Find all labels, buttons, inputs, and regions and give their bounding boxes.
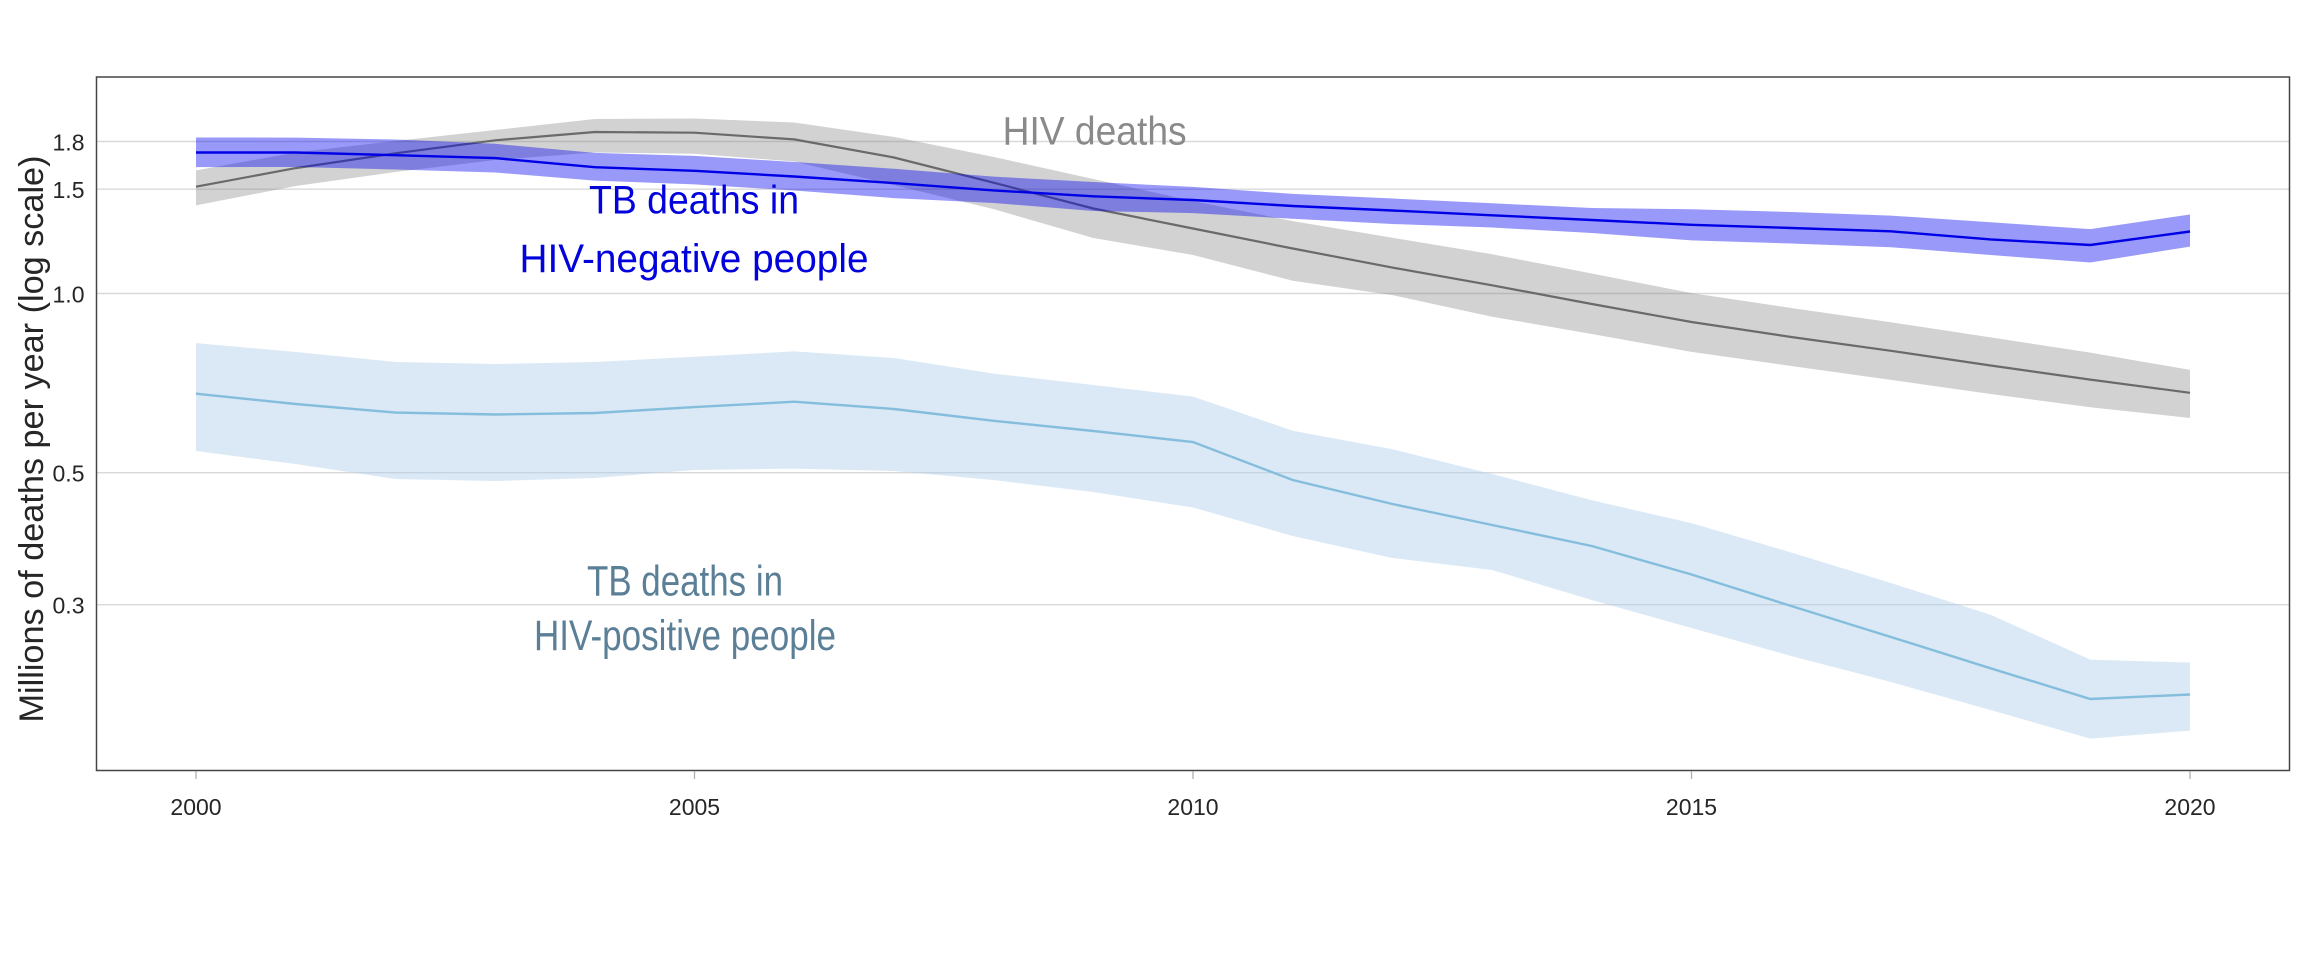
svg-text:1.0: 1.0 bbox=[53, 282, 85, 308]
svg-text:Millions of deaths per year (l: Millions of deaths per year (log scale) bbox=[13, 156, 51, 723]
svg-text:HIV-negative people: HIV-negative people bbox=[520, 237, 869, 281]
svg-text:0.3: 0.3 bbox=[53, 593, 85, 619]
svg-text:2000: 2000 bbox=[170, 794, 221, 820]
svg-text:2015: 2015 bbox=[1666, 794, 1717, 820]
svg-text:TB deaths in: TB deaths in bbox=[587, 558, 783, 605]
svg-text:0.5: 0.5 bbox=[53, 461, 85, 487]
svg-text:TB deaths in: TB deaths in bbox=[589, 179, 799, 223]
svg-text:HIV deaths: HIV deaths bbox=[1003, 110, 1187, 154]
svg-text:1.5: 1.5 bbox=[53, 177, 85, 203]
svg-text:1.8: 1.8 bbox=[53, 130, 85, 156]
svg-text:HIV-positive people: HIV-positive people bbox=[534, 613, 836, 660]
svg-text:2010: 2010 bbox=[1167, 794, 1218, 820]
svg-text:2020: 2020 bbox=[2164, 794, 2215, 820]
svg-text:2005: 2005 bbox=[669, 794, 720, 820]
